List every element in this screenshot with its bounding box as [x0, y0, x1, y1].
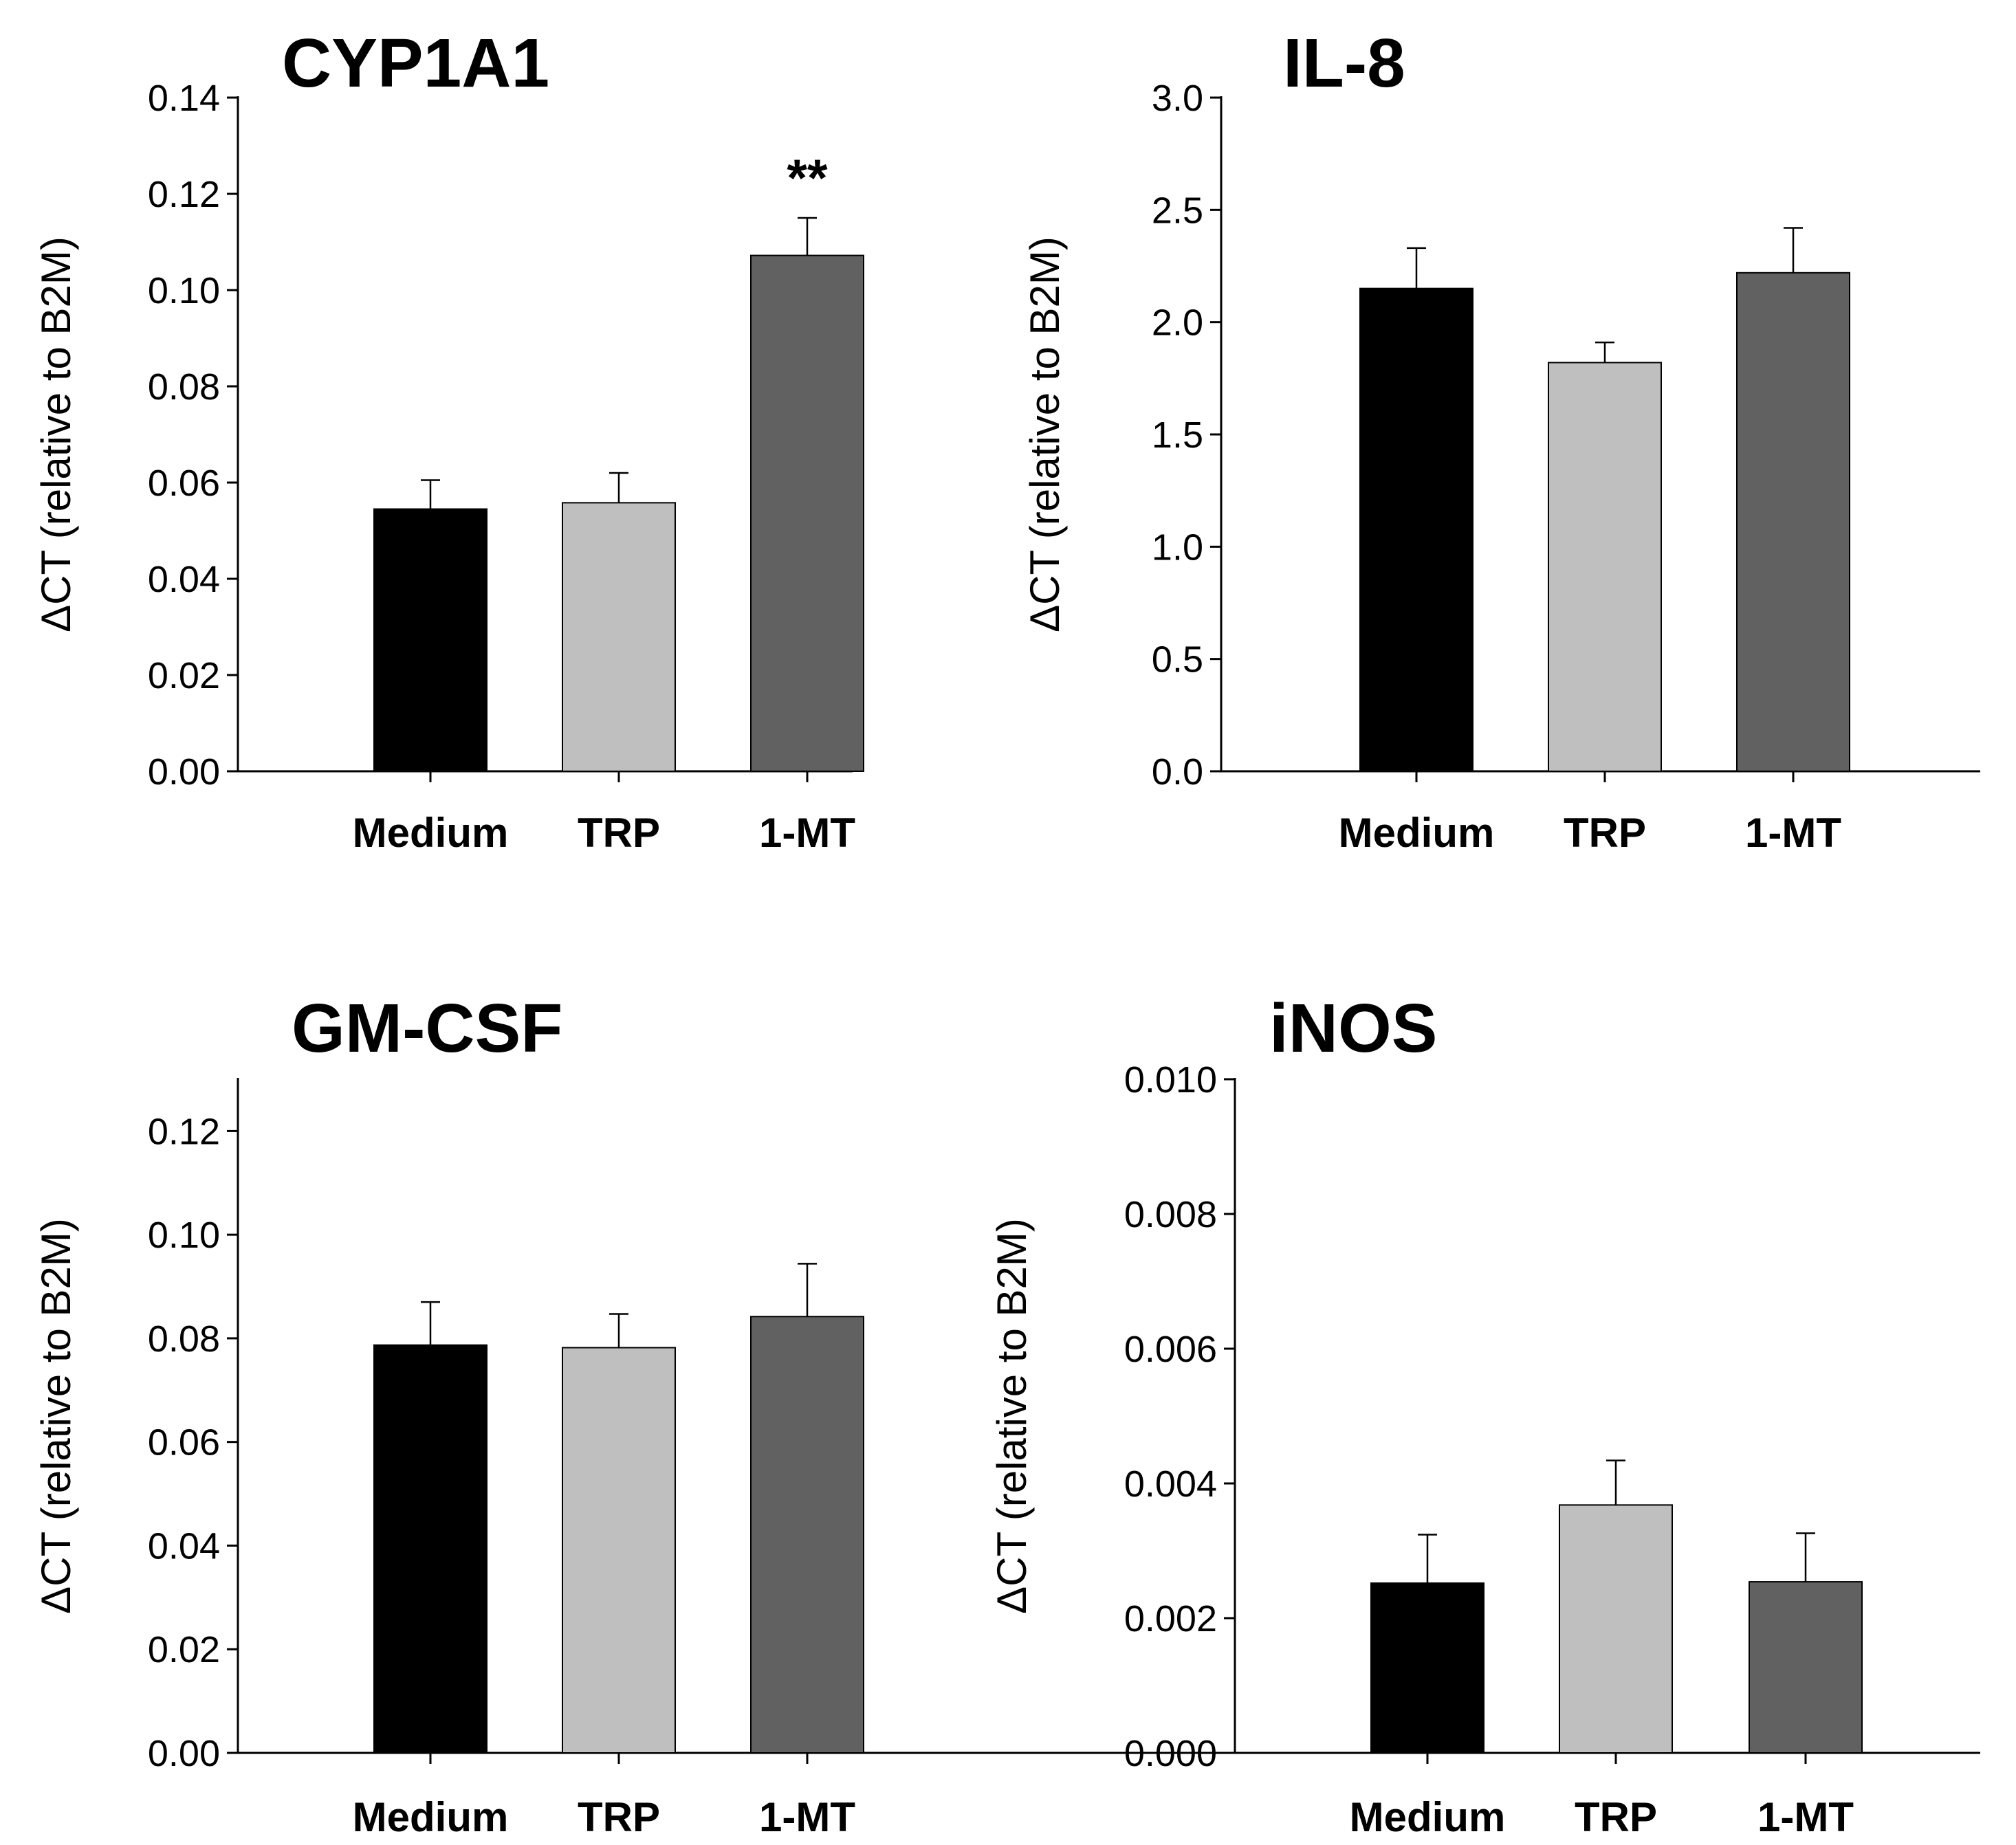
x-tick-label: 1-MT — [759, 1794, 855, 1840]
y-tick-label: 0.02 — [148, 1629, 220, 1670]
bar-trp — [562, 502, 676, 773]
bar-medium — [373, 1344, 487, 1754]
chart-panel-2: IL-8 ΔCT (relative to B2M) 0.0 0.5 1.0 1.5 2.0… — [1022, 25, 1980, 856]
x-tick-label: TRP — [1575, 1794, 1657, 1840]
bar-1-mt — [750, 254, 864, 773]
y-tick-label: 0.08 — [148, 366, 220, 408]
x-tick-label: TRP — [578, 1794, 660, 1840]
bar-trp — [1559, 1504, 1673, 1754]
y-tick-label: 0.10 — [148, 270, 220, 311]
x-tick-label: Medium — [353, 810, 509, 856]
chart-title: CYP1A1 — [282, 25, 549, 102]
y-tick-label: 0.00 — [148, 1733, 220, 1774]
y-tick-label: 0.08 — [148, 1318, 220, 1360]
y-tick-label: 0.14 — [148, 78, 220, 119]
y-tick-label: 0.06 — [148, 1422, 220, 1463]
chart-title: GM-CSF — [292, 990, 562, 1067]
y-tick-label: 0.5 — [1152, 639, 1203, 681]
y-axis-label: ΔCT (relative to B2M) — [989, 1218, 1035, 1614]
chart-panel-3: GM-CSF ΔCT (relative to B2M) 0.00 0.02 0.04 0… — [33, 990, 1870, 1840]
bar-medium — [1370, 1582, 1484, 1754]
y-tick-label: 2.0 — [1152, 302, 1203, 344]
bar-medium — [1359, 287, 1473, 772]
y-tick-label: 0.004 — [1124, 1463, 1217, 1505]
y-tick-label: 0.04 — [148, 559, 220, 600]
y-tick-label: 0.000 — [1124, 1733, 1217, 1774]
y-tick-label: 0.006 — [1124, 1329, 1217, 1370]
bar-1-mt — [1749, 1581, 1863, 1754]
y-tick-label: 0.00 — [148, 751, 220, 793]
chart-panel-4: iNOS ΔCT (relative to B2M) 0.000 0.002 0.004… — [989, 990, 1980, 1840]
y-tick-label: 0.010 — [1124, 1059, 1217, 1101]
y-tick-label: 0.008 — [1124, 1194, 1217, 1235]
chart-title: IL-8 — [1283, 25, 1405, 102]
y-tick-label: 0.02 — [148, 655, 220, 696]
x-tick-label: Medium — [1350, 1794, 1506, 1840]
chart-title: iNOS — [1269, 990, 1437, 1067]
bar-medium — [373, 508, 487, 772]
y-tick-label: 0.04 — [148, 1525, 220, 1567]
y-tick-label: 1.0 — [1152, 527, 1203, 568]
x-tick-label: 1-MT — [1745, 810, 1841, 856]
significance-marker: ** — [787, 149, 828, 208]
chart-panel-1: CYP1A1 ΔCT (relative to B2M) 0.00 0.02 0.04 0… — [33, 25, 864, 856]
bar-trp — [562, 1347, 676, 1754]
y-tick-label: 0.12 — [148, 174, 220, 215]
bar-1-mt — [750, 1316, 864, 1754]
y-tick-label: 1.5 — [1152, 415, 1203, 456]
y-axis-label: ΔCT (relative to B2M) — [33, 236, 79, 632]
y-tick-label: 0.12 — [148, 1111, 220, 1152]
y-axis-label: ΔCT (relative to B2M) — [1022, 236, 1068, 632]
y-tick-label: 0.06 — [148, 463, 220, 504]
bar-1-mt — [1736, 272, 1850, 772]
x-tick-label: 1-MT — [759, 810, 855, 856]
y-tick-label: 0.10 — [148, 1215, 220, 1256]
x-tick-label: TRP — [578, 810, 660, 856]
bar-trp — [1548, 362, 1662, 772]
x-tick-label: TRP — [1564, 810, 1646, 856]
y-tick-label: 3.0 — [1152, 78, 1203, 119]
y-tick-label: 2.5 — [1152, 190, 1203, 231]
y-axis-label: ΔCT (relative to B2M) — [33, 1218, 79, 1614]
y-tick-label: 0.002 — [1124, 1598, 1217, 1639]
x-tick-label: Medium — [353, 1794, 509, 1840]
x-tick-label: Medium — [1339, 810, 1495, 856]
x-tick-label: 1-MT — [1757, 1794, 1854, 1840]
y-tick-label: 0.0 — [1152, 751, 1203, 793]
